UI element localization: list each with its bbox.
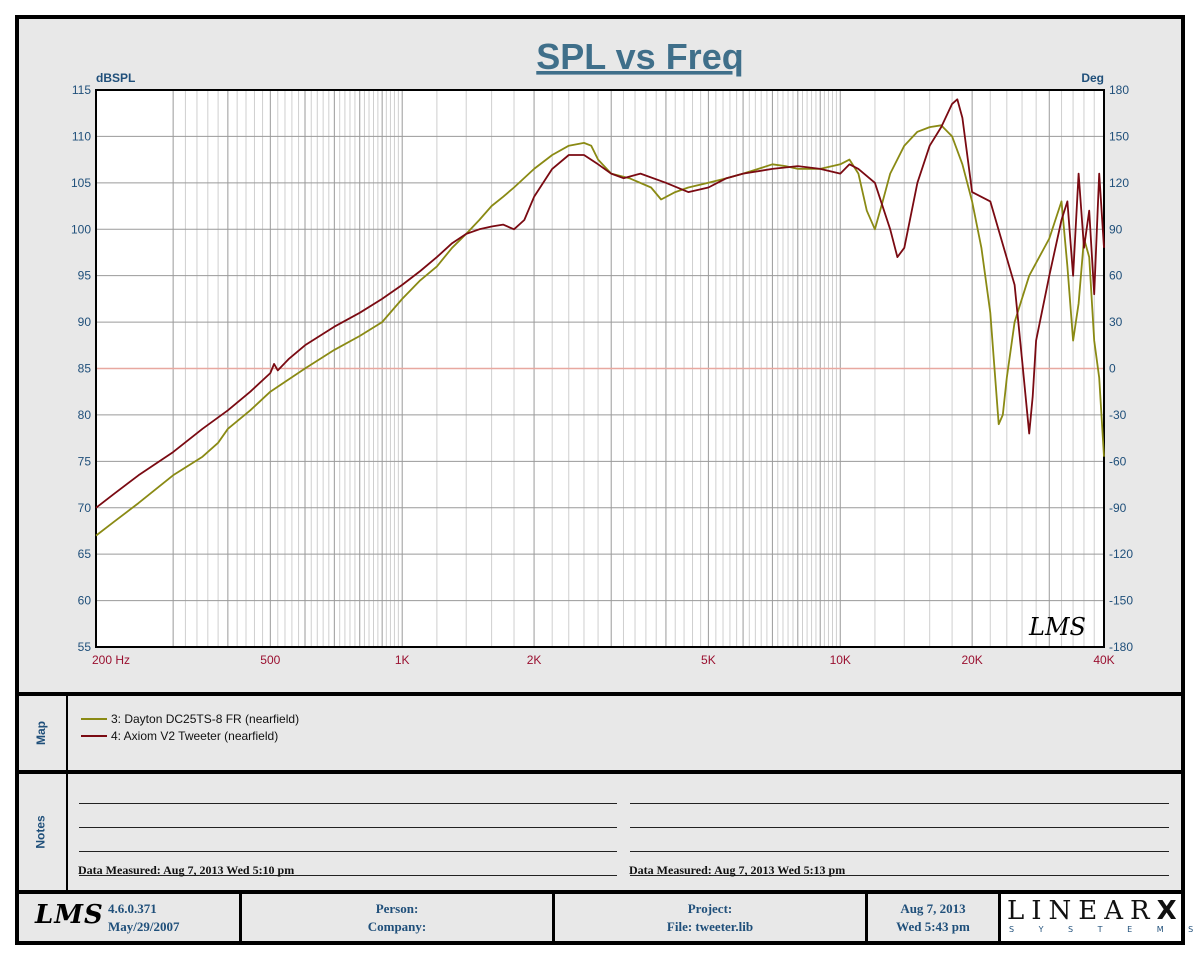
y-tick-label-right: 150 <box>1109 129 1129 143</box>
y-tick-label-right: 120 <box>1109 176 1129 190</box>
notes-panel-label: Notes <box>19 774 63 890</box>
linearx-systems: S Y S T E M S <box>1009 925 1200 934</box>
y-tick-label-left: 55 <box>78 640 92 654</box>
legend-label-2: 4: Axiom V2 Tweeter (nearfield) <box>111 729 279 743</box>
y-tick-label-left: 60 <box>78 594 92 608</box>
divider-notes-footer <box>19 890 1181 894</box>
y-tick-label-right: -150 <box>1109 594 1133 608</box>
legend-item-1: 3: Dayton DC25TS-8 FR (nearfield) <box>81 712 299 726</box>
footer-divider <box>998 894 1001 941</box>
y-tick-label-left: 65 <box>78 547 92 561</box>
map-label-text: Map <box>34 721 48 745</box>
note-line <box>79 875 617 876</box>
lms-logo: LMS <box>35 900 104 930</box>
y-tick-label-left: 90 <box>78 315 92 329</box>
y-tick-label-right: -30 <box>1109 408 1127 422</box>
linearx-logo: LINEARX S Y S T E M S <box>1001 894 1193 941</box>
legend-swatch-1 <box>81 718 107 720</box>
panel-label-divider <box>66 696 68 890</box>
footer-divider <box>552 894 555 941</box>
footer: LMS 4.6.0.371 May/29/2007 Person: Compan… <box>19 894 1193 941</box>
person-label: Person: <box>375 901 419 916</box>
footer-version-cell: LMS 4.6.0.371 May/29/2007 <box>19 894 239 941</box>
legend-label-1: 3: Dayton DC25TS-8 FR (nearfield) <box>111 712 300 726</box>
y-tick-label-right: 180 <box>1109 83 1129 97</box>
y-tick-label-right: -120 <box>1109 547 1133 561</box>
divider-chart-map <box>19 692 1181 696</box>
y-tick-label-left: 85 <box>78 362 92 376</box>
data-measured-left: Data Measured: Aug 7, 2013 Wed 5:10 pm <box>78 863 295 877</box>
y-axis-label-left: dBSPL <box>96 71 135 85</box>
y-tick-label-left: 110 <box>72 129 91 143</box>
version-date: May/29/2007 <box>108 919 180 934</box>
version-number: 4.6.0.371 <box>108 901 157 916</box>
x-tick-label: 10K <box>830 653 851 667</box>
y-tick-label-right: -90 <box>1109 501 1127 515</box>
y-tick-label-left: 115 <box>72 83 91 97</box>
footer-time: Wed 5:43 pm <box>896 919 970 934</box>
y-tick-label-left: 105 <box>71 176 91 190</box>
linearx-brand-text: LINEAR <box>1007 896 1157 926</box>
footer-person-cell: Person: Company: <box>242 894 552 941</box>
y-tick-label-right: 60 <box>1109 269 1123 283</box>
footer-project-cell: Project: File: tweeter.lib <box>555 894 865 941</box>
footer-divider <box>239 894 242 941</box>
linearx-brand-x: X <box>1156 896 1177 926</box>
x-tick-label: 1K <box>395 653 410 667</box>
footer-date-cell: Aug 7, 2013 Wed 5:43 pm <box>868 894 998 941</box>
footer-divider <box>865 894 868 941</box>
x-tick-label: 200 Hz <box>92 653 130 667</box>
map-panel-label: Map <box>19 696 63 770</box>
note-line <box>630 803 1169 804</box>
legend-item-2: 4: Axiom V2 Tweeter (nearfield) <box>81 729 278 743</box>
series-line-2 <box>95 98 1105 509</box>
y-tick-label-left: 95 <box>78 269 92 283</box>
footer-date: Aug 7, 2013 <box>900 901 966 916</box>
notes-label-text: Notes <box>34 815 48 849</box>
data-measured-right: Data Measured: Aug 7, 2013 Wed 5:13 pm <box>629 863 846 877</box>
lms-watermark: LMS <box>1028 613 1086 641</box>
linearx-wordmark: LINEARX <box>1007 896 1177 926</box>
y-tick-label-right: -60 <box>1109 454 1127 468</box>
chart-title: SPL vs Freq <box>536 36 743 77</box>
y-tick-label-right: 30 <box>1109 315 1123 329</box>
y-tick-label-right: -180 <box>1109 640 1133 654</box>
x-tick-label: 5K <box>701 653 716 667</box>
y-tick-label-right: 0 <box>1109 362 1116 376</box>
report-frame: 115 110 105 100 95 90 85 80 75 70 65 60 55 180 150 120 9… <box>15 15 1193 945</box>
x-tick-label: 2K <box>527 653 542 667</box>
y-tick-label-right: 90 <box>1109 222 1123 236</box>
x-tick-label: 500 <box>260 653 280 667</box>
note-line <box>79 827 617 828</box>
company-label: Company: <box>367 919 427 934</box>
note-line <box>79 803 617 804</box>
project-label: Project: <box>687 901 733 916</box>
note-line <box>630 827 1169 828</box>
spl-chart: 115 110 105 100 95 90 85 80 75 70 65 60 55 180 150 120 9… <box>71 36 1133 667</box>
plot-border <box>95 89 1105 648</box>
file-label: File: tweeter.lib <box>666 919 754 934</box>
x-tick-label: 40K <box>1093 653 1114 667</box>
note-line <box>79 851 617 852</box>
divider-map-notes <box>19 770 1181 774</box>
x-tick-label: 20K <box>961 653 982 667</box>
y-axis-label-right: Deg <box>1081 71 1104 85</box>
y-tick-label-left: 100 <box>71 222 91 236</box>
note-line <box>630 851 1169 852</box>
note-line <box>630 875 1169 876</box>
y-tick-label-left: 75 <box>78 454 92 468</box>
y-tick-label-left: 70 <box>78 501 92 515</box>
y-tick-label-left: 80 <box>78 408 92 422</box>
legend-swatch-2 <box>81 735 107 737</box>
